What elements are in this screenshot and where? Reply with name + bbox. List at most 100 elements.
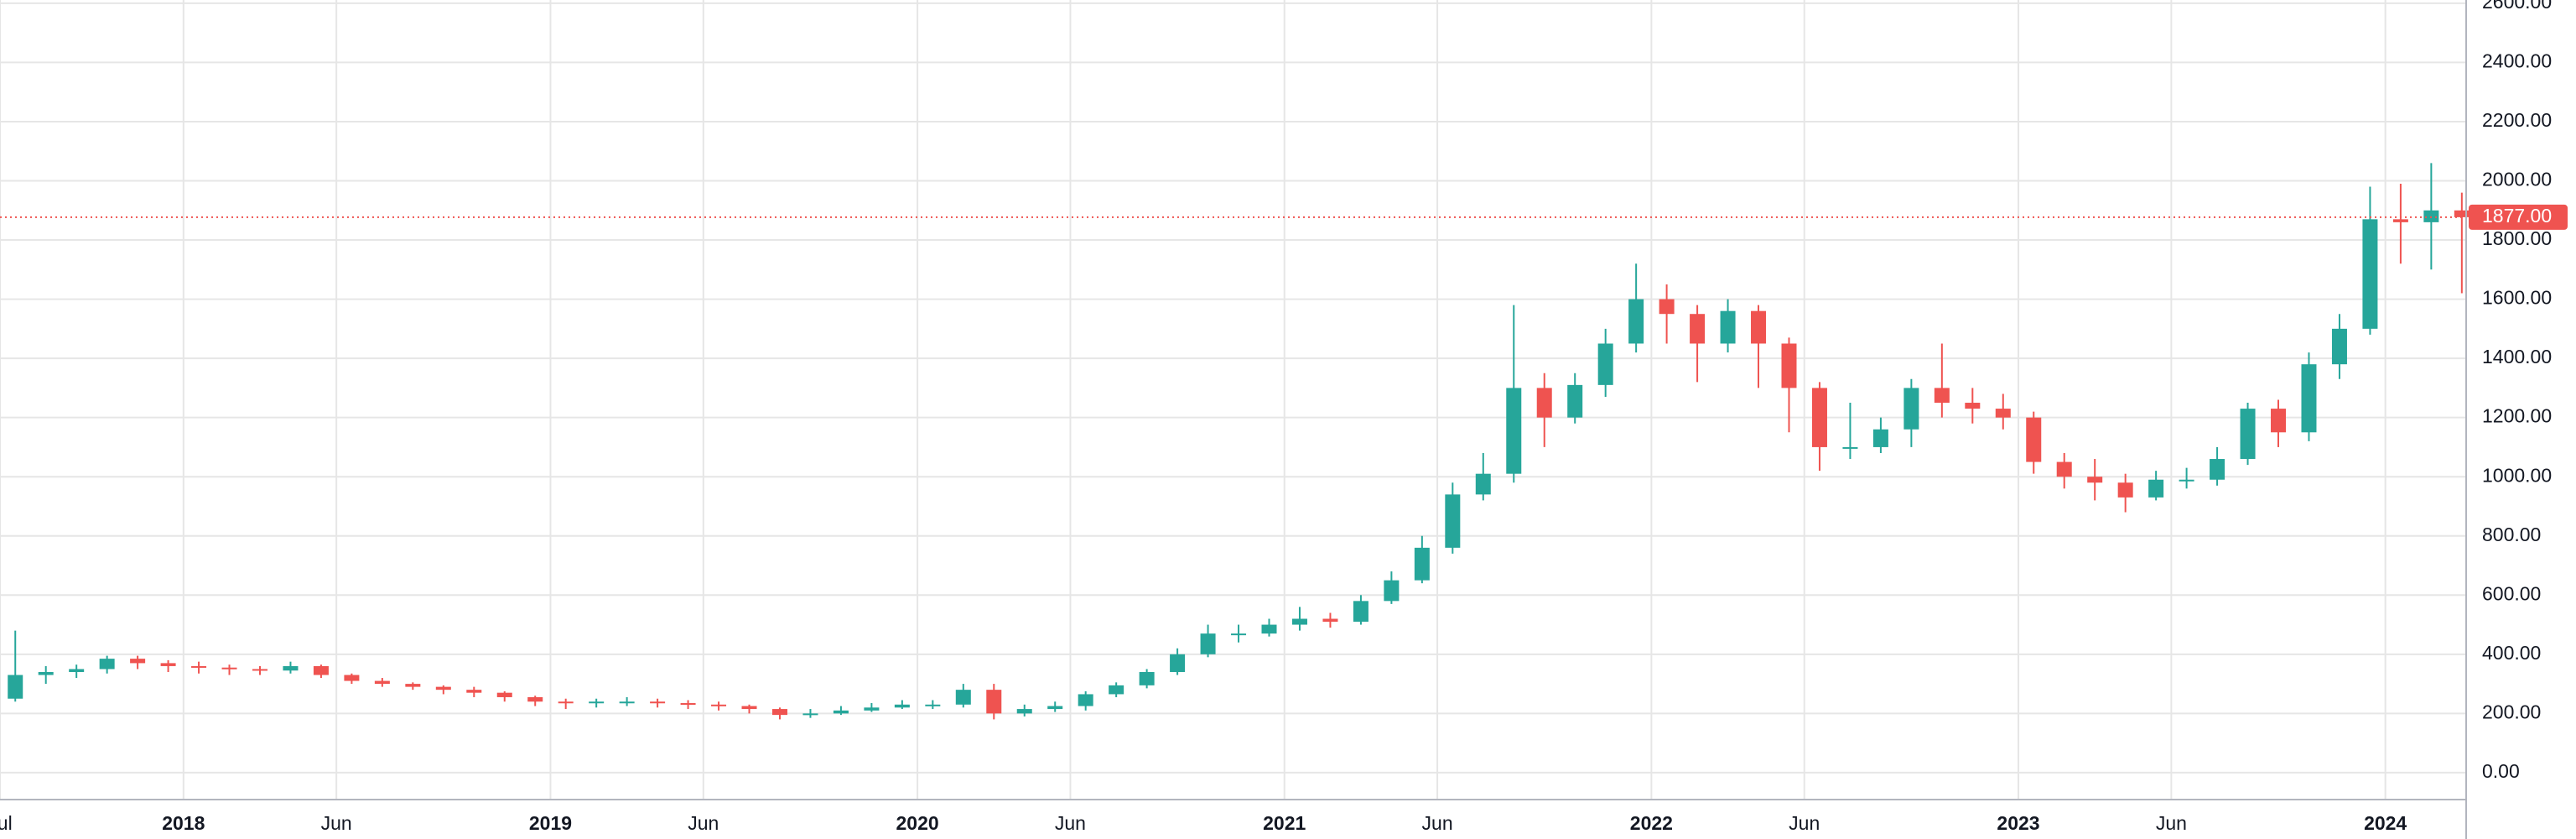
candle-body [1628, 299, 1644, 344]
candle-body [2423, 210, 2439, 222]
x-tick-label: 2020 [896, 812, 939, 834]
candle-body [466, 690, 482, 693]
y-tick-label: 1000.00 [2482, 464, 2552, 486]
candle-body [650, 701, 666, 704]
candle-body [1903, 388, 1919, 430]
candle-body [2148, 479, 2164, 498]
candle-body [1965, 403, 1981, 409]
candle-body [2056, 461, 2072, 477]
candle-body [1659, 299, 1675, 315]
x-tick-label: 2024 [2364, 812, 2407, 834]
candle-body [1445, 494, 1461, 548]
y-tick-label: 1600.00 [2482, 287, 2552, 309]
candle-body [527, 696, 543, 702]
candle-body [130, 659, 146, 664]
candle-body [191, 665, 207, 668]
y-tick-label: 2600.00 [2482, 0, 2552, 13]
candle-body [1078, 694, 1093, 706]
candle-body [864, 707, 880, 711]
x-tick-label: 2018 [162, 812, 205, 834]
candle-body [160, 663, 176, 666]
candle-body [1047, 706, 1063, 710]
y-tick-label: 1200.00 [2482, 405, 2552, 427]
candle-body [99, 659, 115, 670]
candle-body [1842, 446, 1858, 449]
candle-body [344, 675, 360, 681]
y-tick-label: 200.00 [2482, 701, 2541, 722]
candle-body [2454, 210, 2470, 217]
candle-body [2301, 364, 2317, 433]
candle-body [1139, 671, 1155, 685]
candle-body [1414, 547, 1430, 581]
candle-body [2392, 219, 2408, 222]
candle-body [558, 701, 574, 704]
y-tick-label: 1800.00 [2482, 227, 2552, 249]
x-tick-label: 2019 [529, 812, 572, 834]
candle-body [1597, 343, 1613, 385]
candle-body [833, 710, 849, 714]
candle-body [1475, 473, 1491, 495]
x-tick-label: Jul [0, 812, 13, 834]
candle-body [771, 709, 787, 716]
candle-body [1567, 384, 1583, 418]
candle-body [802, 713, 818, 716]
candle-body [1934, 388, 1950, 404]
candle-body [894, 704, 910, 708]
x-tick-label: Jun [1789, 812, 1820, 834]
candle-body [496, 692, 512, 697]
last-price-label: 1877.00 [2482, 205, 2552, 227]
candle-body [589, 701, 605, 704]
candle-body [1353, 601, 1368, 623]
x-tick-label: 2023 [1997, 812, 2039, 834]
y-tick-label: 0.00 [2482, 760, 2520, 782]
candle-body [680, 703, 696, 706]
candle-body [1811, 388, 1827, 447]
y-tick-label: 2000.00 [2482, 169, 2552, 190]
candle-body [1690, 314, 1706, 344]
y-tick-label: 400.00 [2482, 642, 2541, 664]
y-tick-label: 1400.00 [2482, 346, 2552, 367]
candle-body [2331, 328, 2347, 365]
candle-body [1322, 618, 1338, 623]
candle-body [435, 686, 451, 690]
candle-body [1200, 633, 1216, 654]
candle-body [1291, 618, 1307, 625]
candle-body [313, 665, 329, 675]
candle-body [619, 701, 635, 704]
candle-body [1506, 388, 1522, 474]
candle-body [1781, 343, 1797, 388]
candle-body [1170, 654, 1186, 672]
candle-body [1109, 685, 1124, 695]
x-tick-label: Jun [1055, 812, 1086, 834]
candle-body [1261, 624, 1277, 634]
candle-body [1384, 580, 1400, 602]
x-tick-label: Jun [321, 812, 352, 834]
candle-body [741, 706, 757, 710]
candle-body [8, 675, 23, 699]
candle-body [1720, 310, 1736, 344]
candle-body [925, 704, 941, 706]
last-price-tag [2469, 204, 2568, 230]
y-tick-label: 600.00 [2482, 582, 2541, 604]
candle-body [1536, 388, 1552, 418]
candle-body [1751, 310, 1767, 344]
x-tick-label: 2021 [1263, 812, 1306, 834]
candle-body [2087, 477, 2103, 483]
candle-body [374, 680, 390, 685]
candle-body [2179, 479, 2194, 482]
candle-body [2210, 459, 2225, 480]
grid [0, 0, 2466, 800]
candle-body [1872, 429, 1888, 447]
candle-body [252, 669, 267, 671]
candle-body [69, 669, 85, 672]
y-tick-label: 2200.00 [2482, 109, 2552, 131]
candles [0, 163, 2470, 720]
candle-body [2362, 219, 2378, 329]
candle-body [283, 665, 299, 671]
candle-body [405, 684, 421, 687]
y-tick-label: 2400.00 [2482, 50, 2552, 71]
candle-body [986, 690, 1002, 714]
